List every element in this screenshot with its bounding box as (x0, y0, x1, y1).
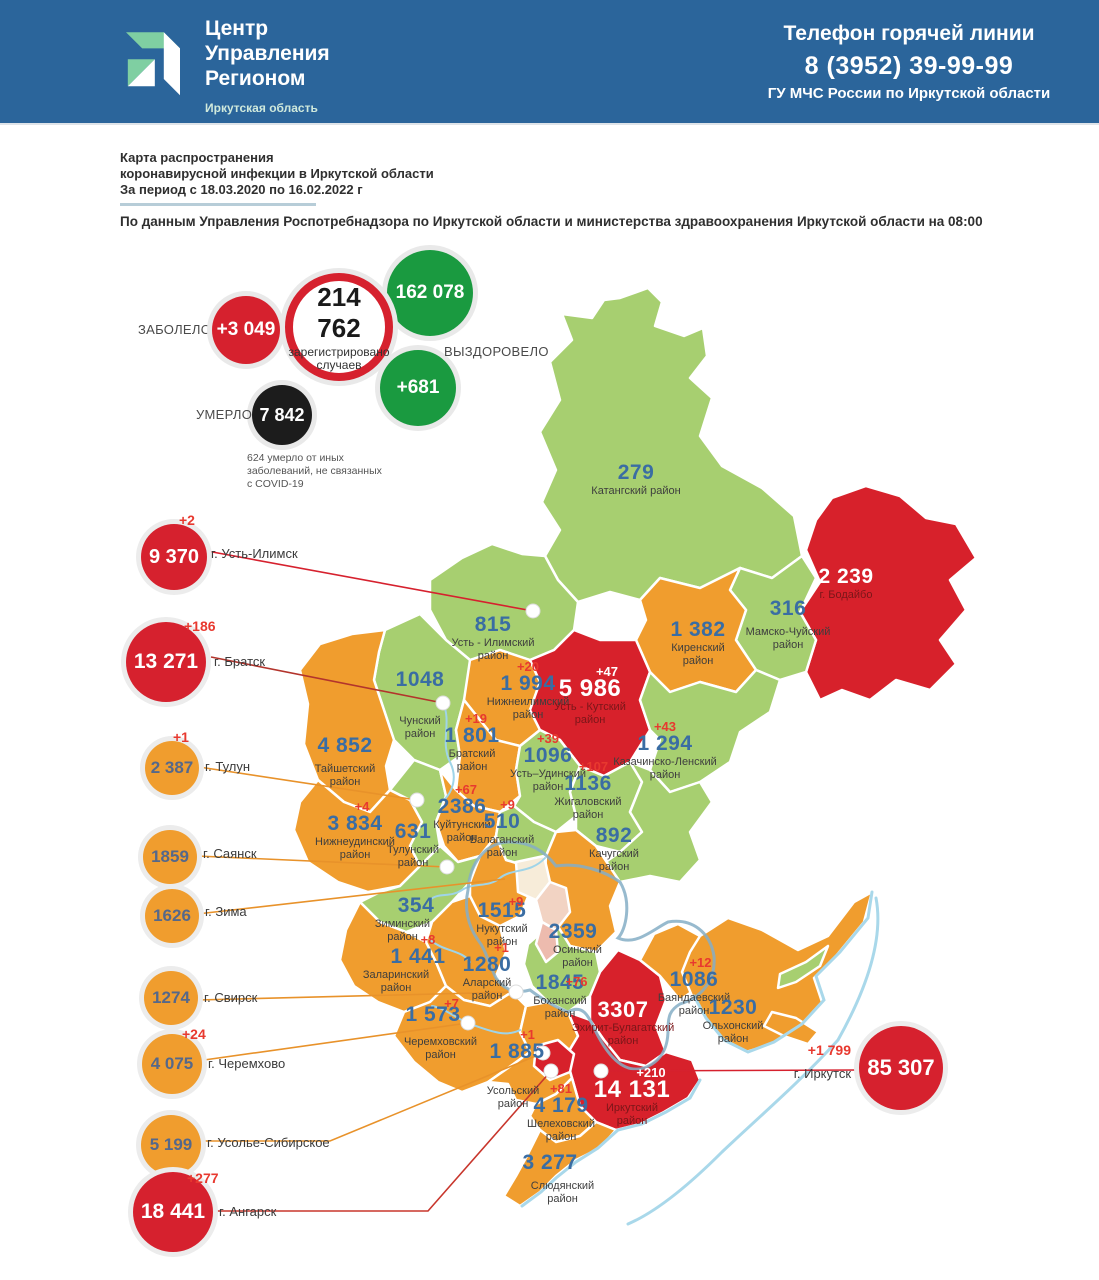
city-name: г. Иркутск (793, 1066, 851, 1081)
registered-value: 214 762 (317, 282, 361, 343)
city-delta: +2 (179, 512, 195, 528)
died-value: 7 842 (259, 404, 305, 425)
recovered-delta-value: +681 (396, 377, 440, 398)
city-value: 13 271 (126, 622, 206, 702)
baikal-coastline (520, 890, 880, 1226)
city-connector-lines (196, 550, 861, 1212)
city-value: 18 441 (133, 1172, 213, 1252)
sick-label: ЗАБОЛЕЛО (138, 322, 212, 337)
shape-no-data-c (534, 920, 560, 964)
hotline-block: Телефон горячей линии 8 (3952) 39-99-99 … (754, 22, 1064, 102)
city-name: г. Усолье-Сибирское (207, 1135, 330, 1150)
shape-olkhonsky (680, 890, 874, 1054)
shape-taishetsky (298, 628, 396, 814)
cur-logo-icon (126, 32, 180, 96)
city-name: г. Усть-Илимск (211, 546, 298, 561)
city-name: г. Тулун (205, 759, 251, 774)
city-delta: +186 (184, 618, 216, 634)
logo-subtitle: Иркутская область (205, 101, 318, 115)
map-title-line1: Карта распространения (120, 150, 274, 165)
died-circle: 7 842 (252, 385, 312, 445)
city-name: г. Ангарск (219, 1204, 277, 1219)
recovered-circle: 162 078 (387, 250, 473, 336)
died-note: 624 умерло от иных заболеваний, не связа… (247, 452, 382, 490)
city-zima: 1626 г. Зима (145, 889, 247, 943)
city-marker-dots (409, 603, 609, 1079)
shape-bratsky (454, 698, 522, 814)
logo-title-line1: Центр (205, 17, 269, 40)
title-underline (120, 203, 316, 206)
shape-olkhon-island-orange (762, 1010, 820, 1046)
city-bratsk: +186 13 271 г. Братск (126, 618, 265, 702)
map-title: Карта распространения коронавирусной инф… (120, 150, 434, 198)
city-angarsk: +277 18 441 г. Ангарск (133, 1170, 276, 1252)
city-value: 1274 (144, 971, 198, 1025)
header: Центр Управления Регионом Иркутская обла… (0, 0, 1099, 125)
city-delta: +1 (173, 729, 189, 745)
shape-bodaibinsky (798, 484, 978, 702)
shape-nukutsky (468, 834, 532, 928)
sick-delta-circle: +3 049 (212, 296, 280, 364)
city-value: 5 199 (141, 1115, 201, 1175)
shape-katangsky (538, 286, 804, 604)
city-name: г. Свирск (204, 990, 258, 1005)
city-name: г. Черемхово (208, 1056, 286, 1071)
hotline-org: ГУ МЧС России по Иркутской области (767, 85, 1051, 102)
registered-caption: зарегистрировано случаев (288, 345, 390, 372)
city-irkutsk: +1 799 85 307 г. Иркутск (794, 1026, 943, 1110)
city-value: 9 370 (141, 524, 207, 590)
recovered-delta-circle: +681 (380, 350, 456, 426)
city-value: 1859 (143, 830, 197, 884)
recovered-value: 162 078 (395, 282, 465, 303)
city-delta: +24 (182, 1026, 206, 1042)
city-delta: +277 (187, 1170, 219, 1186)
logo-title-line2: Управления (205, 42, 330, 65)
city-sayansk: 1859 г. Саянск (143, 830, 257, 884)
sick-delta-value: +3 049 (216, 319, 276, 340)
city-delta: +1 799 (807, 1042, 851, 1058)
city-value: 85 307 (859, 1026, 943, 1110)
city-name: г. Саянск (203, 846, 257, 861)
registered-circle: 214 762 зарегистрировано случаев (285, 273, 393, 381)
city-usolye-sibirskoye: 5 199 г. Усолье-Сибирское (141, 1115, 330, 1175)
data-source-line: По данным Управления Роспотребнадзора по… (120, 214, 983, 229)
recovered-label: ВЫЗДОРОВЕЛО (444, 344, 549, 359)
city-value: 1626 (145, 889, 199, 943)
city-cheremkhovo: +24 4 075 г. Черемхово (142, 1026, 285, 1094)
hotline-phone: 8 (3952) 39-99-99 (804, 52, 1014, 80)
city-tulun: +1 2 387 г. Тулун (145, 729, 250, 795)
logo-title: Центр Управления Регионом Иркутская обла… (205, 16, 330, 121)
city-svirsk: 1274 г. Свирск (144, 971, 257, 1025)
district-shapes (292, 286, 978, 1208)
died-label: УМЕРЛО (196, 407, 253, 422)
city-ust-ilimsk: +2 9 370 г. Усть-Илимск (141, 512, 298, 590)
shape-ust-udinsky (512, 728, 582, 834)
shape-olkhon-island-green (776, 944, 830, 990)
shape-kazachinsko-lensky (638, 668, 782, 794)
map-title-line2: коронавирусной инфекции в Иркутской обла… (120, 166, 434, 181)
city-name: г. Братск (214, 654, 266, 669)
shape-kachugsky (598, 760, 714, 884)
city-value: 2 387 (145, 741, 199, 795)
shape-alarsky (424, 894, 514, 1008)
shape-slyudyansky (502, 1120, 618, 1208)
logo-title-line3: Регионом (205, 67, 306, 90)
city-name: г. Зима (205, 904, 247, 919)
city-value: 4 075 (142, 1034, 202, 1094)
map-title-line3: За период с 18.03.2020 по 16.02.2022 г (120, 182, 363, 197)
hotline-label: Телефон горячей линии (783, 22, 1035, 45)
